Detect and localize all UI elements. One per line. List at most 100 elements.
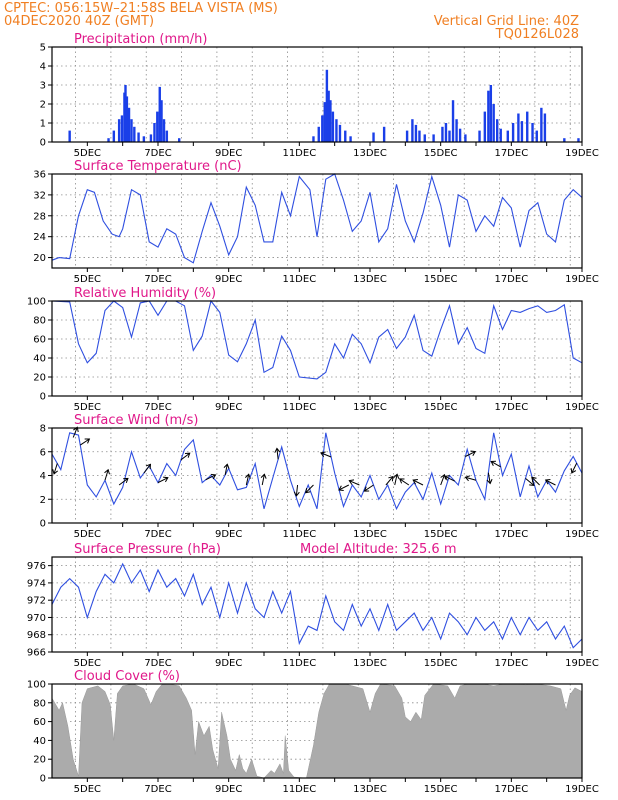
x-tick-label: 13DEC xyxy=(353,784,387,795)
wind-arrow-shaft xyxy=(224,464,228,476)
x-tick-label: 5DEC xyxy=(74,148,101,159)
y-tick-label: 3 xyxy=(40,81,46,92)
wind-arrow-head xyxy=(223,463,230,469)
x-tick-label: 13DEC xyxy=(353,529,387,540)
precip-bar xyxy=(517,113,520,142)
y-tick-label: 100 xyxy=(27,680,46,691)
wind-arrow-shaft xyxy=(143,464,151,474)
wind-arrow xyxy=(486,472,493,485)
x-tick-label: 15DEC xyxy=(424,274,458,285)
wind-arrow-shaft xyxy=(571,462,578,474)
precip-bar xyxy=(411,119,414,142)
wind-arrow-head xyxy=(320,451,326,458)
x-tick-label: 5DEC xyxy=(74,402,101,413)
x-tick-label: 9DEC xyxy=(215,148,242,159)
x-tick-label: 11DEC xyxy=(282,784,316,795)
wind-arrow-shaft xyxy=(465,451,476,457)
precip-bar xyxy=(543,113,547,142)
wind-arrow xyxy=(338,484,350,491)
x-tick-label: 15DEC xyxy=(424,784,458,795)
precip-bar xyxy=(492,104,495,142)
wind-arrow xyxy=(205,473,217,481)
y-tick-label: 4 xyxy=(40,471,46,482)
precip-bar xyxy=(117,119,121,142)
precip-bar xyxy=(130,119,133,142)
wind-arrow xyxy=(385,475,394,486)
wind-arrow xyxy=(363,484,374,492)
x-tick-label: 19DEC xyxy=(565,658,599,669)
precip-bar xyxy=(455,119,458,142)
precip-bar xyxy=(327,90,330,142)
plot-frame xyxy=(51,46,583,143)
x-tick-label: 11DEC xyxy=(282,658,316,669)
wind-arrow-shaft xyxy=(72,427,78,438)
precip-bar xyxy=(329,100,332,142)
wind-arrow-shaft xyxy=(180,452,191,461)
y-tick-label: 2 xyxy=(40,100,46,111)
wind-arrow-head xyxy=(529,480,535,486)
wind-arrow-head xyxy=(544,479,551,485)
y-tick-label: 2 xyxy=(40,495,46,506)
y-tick-label: 24 xyxy=(33,232,46,243)
x-tick-label: 11DEC xyxy=(282,529,316,540)
precip-bar xyxy=(149,134,153,142)
precip-bar xyxy=(156,111,159,142)
wind-arrow-head xyxy=(104,468,110,475)
x-tick-label: 17DEC xyxy=(494,658,528,669)
y-tick-label: 0 xyxy=(40,138,46,149)
x-tick-label: 9DEC xyxy=(215,402,242,413)
wind-arrow-shaft xyxy=(385,476,394,486)
precip-bar xyxy=(165,130,169,142)
wind-arrow-shaft xyxy=(338,484,350,491)
wind-arrow-shaft xyxy=(487,472,491,484)
wind-arrow-head xyxy=(363,486,370,492)
panel-temperature: 20 24 28 32 36 5DEC 7DEC 9DEC 11DEC 13DEC 15DEC 17D… xyxy=(33,159,599,285)
cloud-cover-area xyxy=(51,683,583,779)
plot-frame xyxy=(51,300,583,397)
precip-bar xyxy=(506,130,509,142)
x-tick-label: 5DEC xyxy=(74,658,101,669)
panel-title: Surface Temperature (nC) xyxy=(74,159,242,174)
series-line xyxy=(51,562,583,649)
x-tick-label: 5DEC xyxy=(74,274,101,285)
x-tick-label: 9DEC xyxy=(215,658,242,669)
wind-arrow-head xyxy=(260,473,267,479)
x-tick-label: 7DEC xyxy=(144,402,171,413)
y-tick-label: 80 xyxy=(33,698,46,709)
wind-arrow xyxy=(465,450,477,457)
wind-arrow-head xyxy=(412,479,418,485)
precip-bar xyxy=(107,138,110,142)
precip-bar xyxy=(520,121,524,142)
precip-bar xyxy=(349,136,352,142)
x-tick-label: 7DEC xyxy=(144,658,171,669)
header-location: CPTEC: 056:15W–21:58S BELA VISTA (MS) xyxy=(4,1,278,16)
wind-arrow xyxy=(274,447,281,460)
precip-bar xyxy=(531,123,534,142)
wind-arrow-head xyxy=(470,450,477,456)
precip-bar xyxy=(335,119,338,142)
wind-arrow-head xyxy=(393,473,400,479)
x-tick-label: 17DEC xyxy=(494,274,528,285)
wind-arrow-shaft xyxy=(205,474,216,481)
wind-arrow-shaft xyxy=(79,438,90,446)
wind-arrow xyxy=(531,476,540,486)
precip-bar xyxy=(563,138,566,142)
plot-frame xyxy=(51,427,583,524)
wind-arrow-head xyxy=(293,491,300,497)
x-tick-label: 19DEC xyxy=(565,402,599,413)
wind-arrow-shaft xyxy=(440,474,445,486)
panel-cloud-cover: 0 20 40 60 80 100 5DEC 7DEC 9DEC 11DEC 13DEC 15DEC 1… xyxy=(27,669,599,795)
wind-arrow-shaft xyxy=(245,474,250,486)
precip-bar xyxy=(127,107,131,142)
x-tick-label: 15DEC xyxy=(424,658,458,669)
precip-bar xyxy=(331,111,335,142)
precip-bar xyxy=(372,132,375,142)
y-tick-label: 966 xyxy=(27,648,46,659)
wind-arrow xyxy=(348,479,360,486)
y-tick-label: 60 xyxy=(33,335,46,346)
precip-bar xyxy=(317,126,320,142)
x-tick-label: 19DEC xyxy=(565,529,599,540)
x-tick-label: 7DEC xyxy=(144,274,171,285)
wind-arrow xyxy=(52,463,59,475)
series-line xyxy=(51,432,583,511)
